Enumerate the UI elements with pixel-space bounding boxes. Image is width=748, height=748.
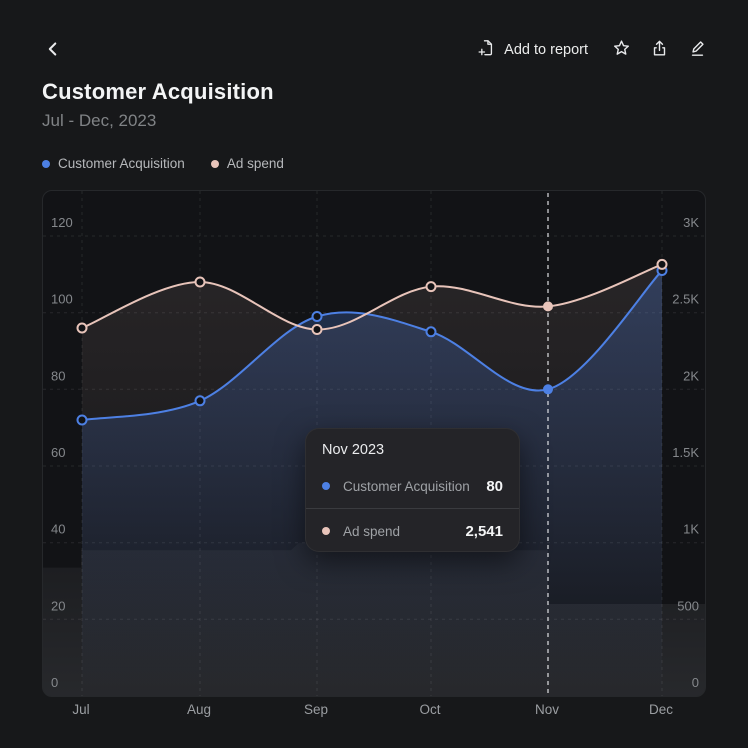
data-point-active	[543, 384, 553, 395]
legend-item-customer-acquisition[interactable]: Customer Acquisition	[42, 156, 185, 171]
chart-tooltip: Nov 2023 Customer Acquisition 80 Ad spen…	[305, 428, 520, 552]
add-to-report-icon	[476, 38, 496, 62]
edit-button[interactable]	[687, 38, 708, 62]
svg-text:100: 100	[51, 292, 73, 307]
legend-item-ad-spend[interactable]: Ad spend	[210, 156, 284, 171]
data-point	[425, 281, 437, 293]
series-line-customer-acquisition	[81, 269, 663, 421]
x-axis-label-jul: Jul	[72, 702, 90, 717]
legend-dot-ad-spend	[210, 159, 219, 168]
chart-legend: Customer Acquisition Ad spend	[42, 156, 284, 171]
svg-text:80: 80	[51, 368, 65, 383]
data-point	[194, 276, 206, 288]
data-point	[656, 258, 668, 270]
svg-text:40: 40	[51, 522, 65, 537]
svg-text:20: 20	[51, 598, 65, 613]
back-button[interactable]	[42, 38, 64, 63]
legend-label: Ad spend	[226, 156, 284, 171]
tooltip-dot-customer-acquisition	[322, 482, 330, 490]
data-point	[76, 414, 88, 426]
date-range: Jul - Dec, 2023	[42, 111, 157, 130]
legend-label: Customer Acquisition	[58, 156, 185, 171]
data-point	[425, 326, 437, 338]
svg-text:2.5K: 2.5K	[672, 292, 699, 307]
svg-text:2K: 2K	[683, 368, 699, 383]
add-to-report-label: Add to report	[504, 42, 588, 58]
data-point	[311, 311, 323, 322]
svg-text:0: 0	[692, 675, 699, 690]
tooltip-title: Nov 2023	[322, 442, 385, 458]
data-point	[76, 322, 88, 334]
x-axis-label-oct: Oct	[419, 702, 441, 717]
tooltip-row-customer-acquisition: Customer Acquisition 80	[322, 471, 503, 501]
edit-pencil-icon	[687, 38, 708, 62]
x-axis-label-aug: Aug	[186, 702, 212, 717]
share-button[interactable]	[649, 38, 670, 62]
tooltip-dot-ad-spend	[322, 527, 330, 535]
svg-text:60: 60	[51, 445, 65, 460]
tooltip-label: Ad spend	[343, 523, 401, 539]
svg-text:1.5K: 1.5K	[672, 445, 699, 460]
top-bar: Add to report	[42, 36, 708, 64]
tooltip-label: Customer Acquisition	[343, 478, 470, 494]
svg-text:1K: 1K	[683, 522, 699, 537]
data-point	[194, 395, 206, 407]
tooltip-value: 2,541	[465, 522, 503, 540]
tooltip-divider	[306, 508, 519, 509]
data-point-active	[543, 301, 553, 312]
svg-text:0: 0	[51, 675, 58, 690]
right-axis-labels: 0 500 1K 1.5K 2K 2.5K 3K	[672, 215, 699, 690]
add-to-report-button[interactable]: Add to report	[476, 38, 588, 62]
toolbar-actions: Add to report	[476, 38, 708, 62]
svg-text:120: 120	[51, 215, 73, 230]
favorite-button[interactable]	[611, 38, 632, 62]
x-axis-label-sep: Sep	[303, 702, 329, 717]
star-icon	[611, 38, 632, 62]
chevron-left-icon	[42, 38, 64, 63]
tooltip-row-ad-spend: Ad spend 2,541	[322, 516, 503, 546]
svg-text:3K: 3K	[683, 215, 699, 230]
series-line-ad-spend	[81, 263, 663, 331]
legend-dot-customer-acquisition	[42, 159, 50, 168]
left-axis-labels: 0 20 40 60 80 100 120	[51, 215, 73, 690]
tooltip-value: 80	[486, 477, 503, 495]
svg-text:500: 500	[677, 598, 699, 613]
x-axis-label-nov: Nov	[534, 702, 560, 717]
x-axis-labels: Jul Aug Sep Oct Nov Dec	[0, 702, 748, 720]
data-point	[311, 324, 323, 335]
share-icon	[649, 38, 670, 62]
x-axis-label-dec: Dec	[648, 702, 674, 717]
page-title: Customer Acquisition	[42, 79, 274, 104]
